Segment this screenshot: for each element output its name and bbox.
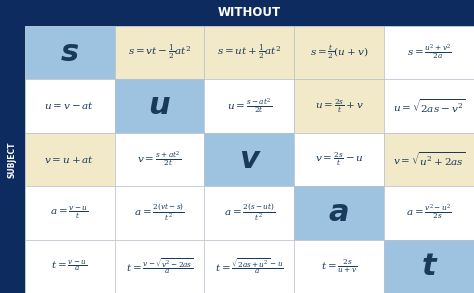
Text: v: v bbox=[239, 145, 259, 174]
Text: $t = \frac{v - \sqrt{v^2 - 2as}}{a}$: $t = \frac{v - \sqrt{v^2 - 2as}}{a}$ bbox=[126, 256, 193, 276]
Bar bbox=[204, 186, 294, 240]
Bar bbox=[115, 186, 204, 240]
Text: $s = ut + \frac{1}{2}at^2$: $s = ut + \frac{1}{2}at^2$ bbox=[217, 43, 282, 62]
Bar bbox=[25, 26, 115, 79]
Bar bbox=[384, 186, 474, 240]
Bar bbox=[384, 79, 474, 133]
Bar bbox=[294, 133, 384, 186]
Text: $u = \frac{s - at^2}{2t}$: $u = \frac{s - at^2}{2t}$ bbox=[227, 96, 272, 115]
Bar bbox=[25, 240, 115, 293]
Text: $v = \frac{s + at^2}{2t}$: $v = \frac{s + at^2}{2t}$ bbox=[137, 150, 182, 169]
Bar bbox=[294, 26, 384, 79]
Bar bbox=[204, 133, 294, 186]
Bar bbox=[204, 240, 294, 293]
Text: $s = \frac{t}{2}(u + v)$: $s = \frac{t}{2}(u + v)$ bbox=[310, 44, 368, 61]
Text: $v = \frac{2s}{t} - u$: $v = \frac{2s}{t} - u$ bbox=[315, 151, 364, 168]
Text: $s = vt - \frac{1}{2}at^2$: $s = vt - \frac{1}{2}at^2$ bbox=[128, 43, 191, 62]
Bar bbox=[25, 186, 115, 240]
Text: $t = \frac{v - u}{a}$: $t = \frac{v - u}{a}$ bbox=[51, 259, 88, 274]
Bar bbox=[25, 0, 474, 26]
Text: $v = \sqrt{u^2 + 2as}$: $v = \sqrt{u^2 + 2as}$ bbox=[393, 151, 465, 168]
Bar bbox=[294, 186, 384, 240]
Bar bbox=[0, 0, 25, 26]
Bar bbox=[115, 26, 204, 79]
Bar bbox=[25, 133, 115, 186]
Bar bbox=[384, 240, 474, 293]
Text: $u = \sqrt{2as - v^2}$: $u = \sqrt{2as - v^2}$ bbox=[393, 97, 465, 115]
Text: $t = \frac{2s}{u + v}$: $t = \frac{2s}{u + v}$ bbox=[321, 258, 357, 275]
Bar bbox=[294, 240, 384, 293]
Text: SUBJECT: SUBJECT bbox=[8, 141, 17, 178]
Text: t: t bbox=[422, 252, 437, 281]
Text: $t = \frac{\sqrt{2as + u^2} - u}{a}$: $t = \frac{\sqrt{2as + u^2} - u}{a}$ bbox=[215, 256, 284, 276]
Text: $a = \frac{2(s - ut)}{t^2}$: $a = \frac{2(s - ut)}{t^2}$ bbox=[224, 203, 275, 223]
Bar bbox=[294, 79, 384, 133]
Text: $a = \frac{v - u}{t}$: $a = \frac{v - u}{t}$ bbox=[50, 205, 89, 221]
Text: $v = u + at$: $v = u + at$ bbox=[45, 154, 95, 165]
Bar bbox=[25, 79, 115, 133]
Bar bbox=[204, 26, 294, 79]
Bar bbox=[204, 79, 294, 133]
Text: $s = \frac{u^2 + v^2}{2a}$: $s = \frac{u^2 + v^2}{2a}$ bbox=[407, 43, 452, 62]
Bar bbox=[384, 26, 474, 79]
Bar bbox=[115, 79, 204, 133]
Text: a: a bbox=[329, 198, 349, 227]
Text: $u = \frac{2s}{t} + v$: $u = \frac{2s}{t} + v$ bbox=[315, 97, 364, 115]
Bar bbox=[384, 133, 474, 186]
Bar bbox=[115, 240, 204, 293]
Text: u: u bbox=[148, 91, 170, 120]
Text: $a = \frac{v^2 - u^2}{2s}$: $a = \frac{v^2 - u^2}{2s}$ bbox=[406, 203, 452, 222]
Text: WITHOUT: WITHOUT bbox=[218, 6, 281, 19]
Bar bbox=[115, 133, 204, 186]
Text: $u = v - at$: $u = v - at$ bbox=[45, 100, 95, 111]
Text: s: s bbox=[61, 38, 79, 67]
Bar bbox=[0, 26, 25, 293]
Text: $a = \frac{2(vt - s)}{t^2}$: $a = \frac{2(vt - s)}{t^2}$ bbox=[134, 203, 185, 223]
